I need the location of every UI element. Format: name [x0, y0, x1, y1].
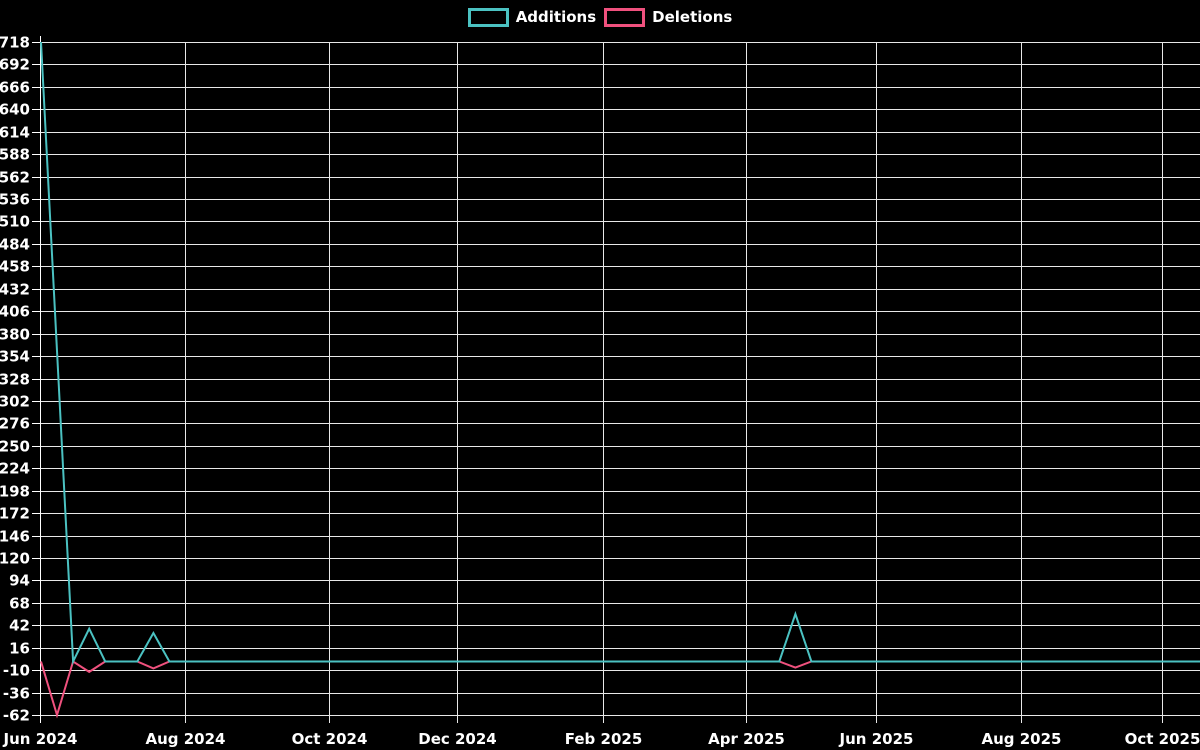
svg-text:510: 510	[0, 213, 30, 231]
svg-text:Jun 2025: Jun 2025	[839, 730, 914, 748]
svg-text:328: 328	[0, 371, 30, 389]
svg-text:146: 146	[0, 528, 30, 546]
legend-item-additions[interactable]: Additions	[467, 8, 597, 27]
svg-text:172: 172	[0, 505, 30, 523]
svg-text:42: 42	[9, 617, 30, 635]
svg-text:406: 406	[0, 303, 30, 321]
svg-text:Apr 2025: Apr 2025	[708, 730, 785, 748]
svg-text:Aug 2025: Aug 2025	[982, 730, 1062, 748]
x-gridlines	[40, 42, 1163, 723]
svg-text:-62: -62	[3, 707, 30, 725]
series-additions	[40, 41, 1200, 666]
svg-text:68: 68	[9, 595, 30, 613]
svg-text:536: 536	[0, 191, 30, 209]
deletions-swatch-icon	[604, 8, 646, 27]
y-tick-marks	[32, 42, 40, 716]
svg-text:120: 120	[0, 550, 30, 568]
legend-item-deletions[interactable]: Deletions	[604, 8, 732, 27]
svg-text:Oct 2024: Oct 2024	[292, 730, 368, 748]
svg-text:614: 614	[0, 124, 30, 142]
svg-text:458: 458	[0, 258, 30, 276]
svg-text:276: 276	[0, 415, 30, 433]
svg-text:588: 588	[0, 146, 30, 164]
svg-text:Jun 2024: Jun 2024	[3, 730, 78, 748]
svg-text:Oct 2025: Oct 2025	[1125, 730, 1200, 748]
svg-text:640: 640	[0, 101, 30, 119]
y-gridlines	[40, 42, 1200, 716]
chart-legend: Additions Deletions	[0, 8, 1200, 27]
deletions-legend-label: Deletions	[652, 8, 733, 26]
svg-text:666: 666	[0, 79, 30, 97]
svg-text:Dec 2024: Dec 2024	[418, 730, 497, 748]
additions-swatch-icon	[467, 8, 509, 27]
series-deletions	[40, 659, 1200, 719]
svg-text:432: 432	[0, 281, 30, 299]
svg-text:-10: -10	[3, 662, 30, 680]
svg-text:354: 354	[0, 348, 30, 366]
svg-text:94: 94	[9, 572, 30, 590]
svg-text:484: 484	[0, 236, 30, 254]
x-tick-labels: Jun 2024 Aug 2024 Oct 2024 Dec 2024 Feb 2025…	[3, 730, 1200, 748]
svg-text:198: 198	[0, 483, 30, 501]
svg-text:692: 692	[0, 56, 30, 74]
y-tick-labels: 718 692 666 640 614 588 562 536 510 484 458 432 406 3…	[0, 34, 30, 725]
svg-text:250: 250	[0, 438, 30, 456]
svg-text:302: 302	[0, 393, 30, 411]
svg-text:718: 718	[0, 34, 30, 52]
svg-text:380: 380	[0, 326, 30, 344]
additions-legend-label: Additions	[515, 8, 597, 26]
svg-text:Aug 2024: Aug 2024	[146, 730, 226, 748]
svg-text:562: 562	[0, 169, 30, 187]
svg-text:224: 224	[0, 460, 30, 478]
svg-text:-36: -36	[3, 685, 30, 703]
svg-text:Feb 2025: Feb 2025	[565, 730, 643, 748]
svg-text:16: 16	[9, 640, 30, 658]
